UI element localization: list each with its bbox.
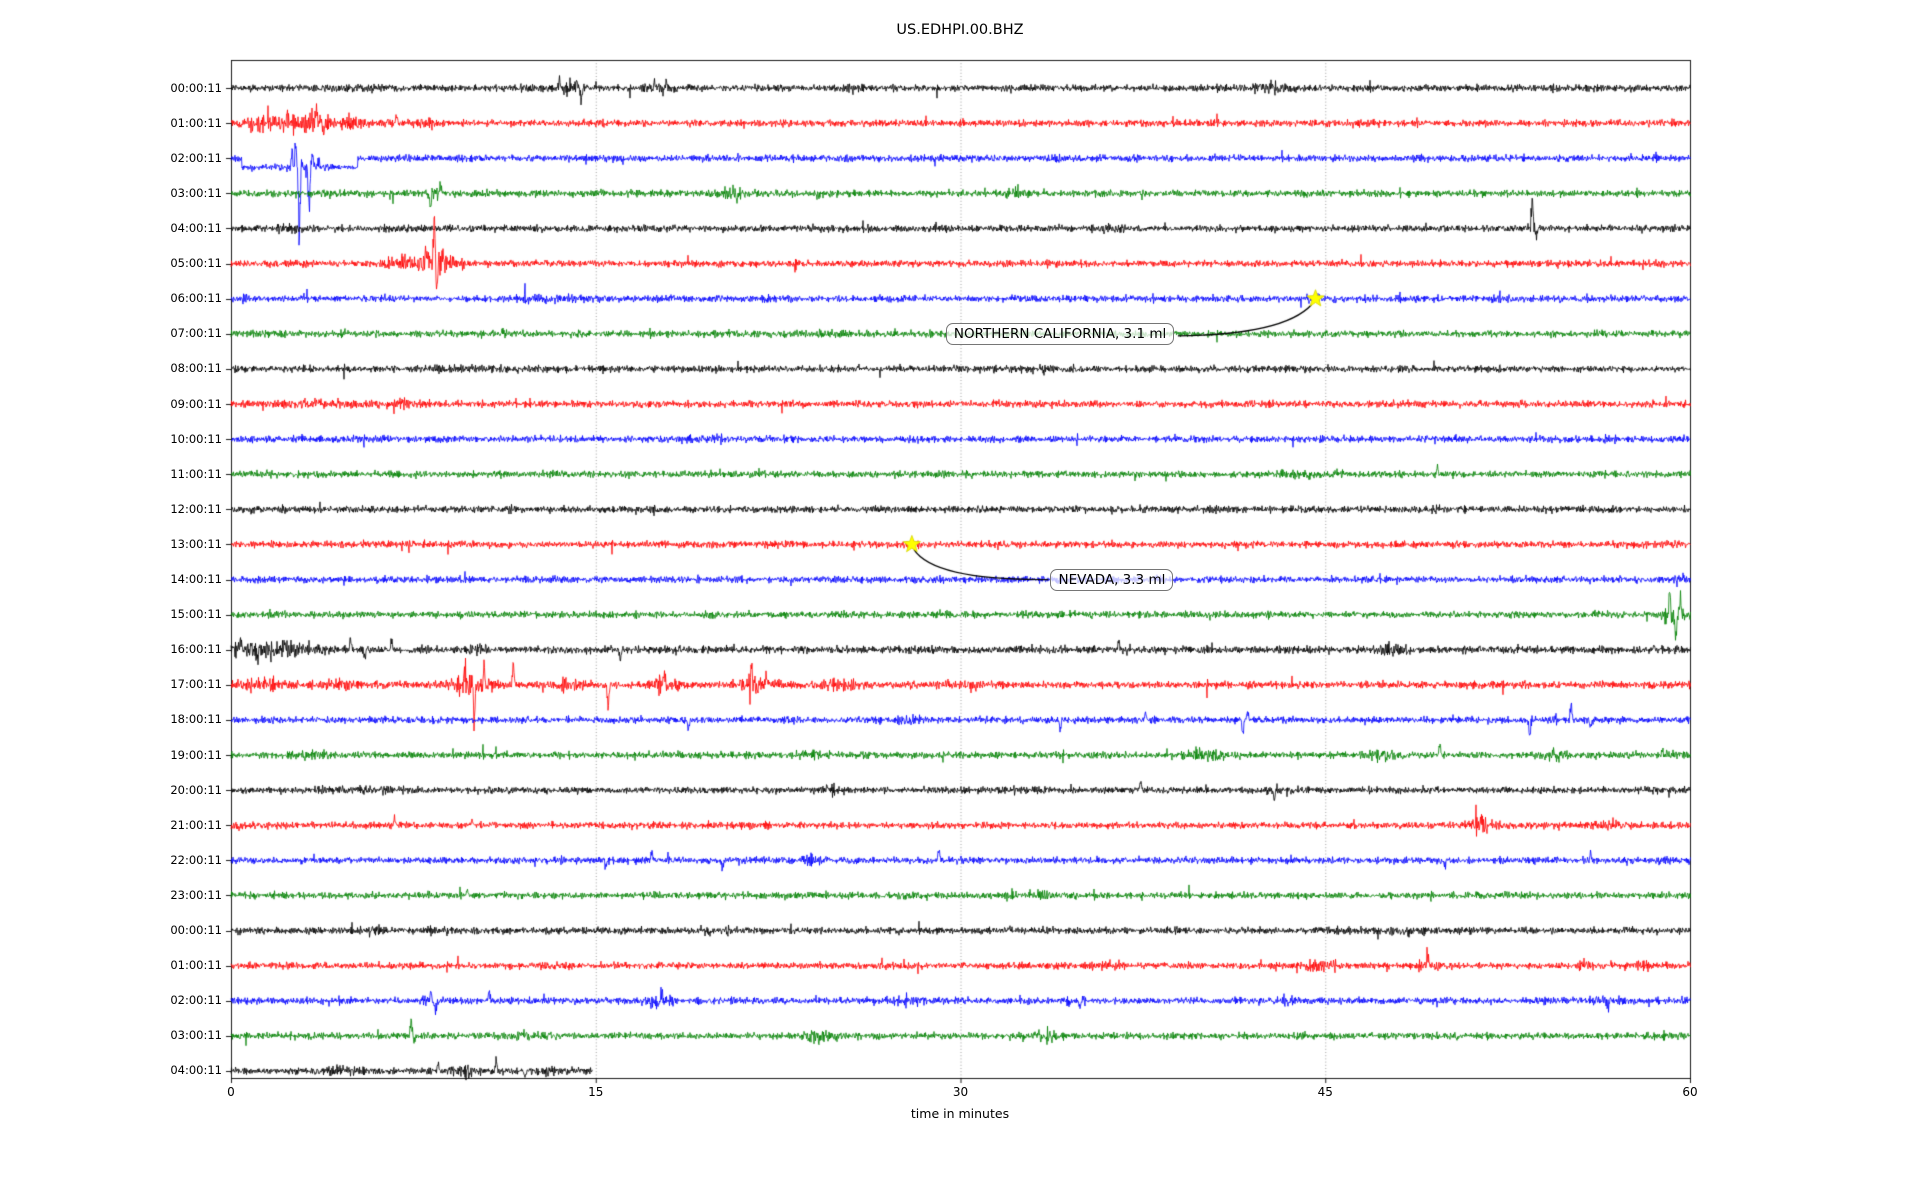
trace-time-label: 17:00:11 (170, 677, 222, 692)
trace-time-label: 09:00:11 (170, 396, 222, 411)
plot-title: US.EDHPI.00.BHZ (896, 22, 1024, 38)
trace-time-label: 15:00:11 (170, 607, 222, 622)
trace-time-label: 21:00:11 (170, 817, 222, 832)
trace-time-label: 01:00:11 (170, 115, 222, 130)
event-annotation-box: NEVADA, 3.3 ml (1050, 568, 1174, 591)
x-tick-label: 45 (1317, 1085, 1333, 1099)
trace-time-label: 04:00:11 (170, 220, 222, 235)
trace-time-label: 01:00:11 (170, 958, 222, 973)
trace-time-label: 05:00:11 (170, 256, 222, 271)
event-annotation-box: NORTHERN CALIFORNIA, 3.1 ml (945, 322, 1175, 345)
trace-time-label: 19:00:11 (170, 747, 222, 762)
trace-time-label: 12:00:11 (170, 501, 222, 516)
trace-time-label: 13:00:11 (170, 536, 222, 551)
x-axis-label: time in minutes (910, 1106, 1010, 1121)
trace-time-label: 10:00:11 (170, 431, 222, 446)
trace-time-label: 23:00:11 (170, 887, 222, 902)
trace-time-label: 03:00:11 (170, 1028, 222, 1043)
trace-time-label: 08:00:11 (170, 361, 222, 376)
x-tick-label: 60 (1682, 1085, 1698, 1099)
trace-time-label: 04:00:11 (170, 1063, 222, 1078)
trace-time-label: 11:00:11 (170, 466, 222, 481)
trace-time-label: 20:00:11 (170, 782, 222, 797)
trace-time-label: 18:00:11 (170, 712, 222, 727)
trace-time-label: 22:00:11 (170, 852, 222, 867)
x-tick-label: 0 (227, 1085, 235, 1099)
trace-time-label: 14:00:11 (170, 572, 222, 587)
trace-time-label: 16:00:11 (170, 642, 222, 657)
trace-time-label: 06:00:11 (170, 291, 222, 306)
trace-time-label: 00:00:11 (170, 923, 222, 938)
trace-time-label: 07:00:11 (170, 326, 222, 341)
trace-time-label: 00:00:11 (170, 80, 222, 95)
trace-time-label: 02:00:11 (170, 993, 222, 1008)
trace-time-label: 02:00:11 (170, 150, 222, 165)
trace-time-label: 03:00:11 (170, 185, 222, 200)
x-tick-label: 30 (952, 1085, 969, 1099)
x-tick-label: 15 (588, 1085, 604, 1099)
